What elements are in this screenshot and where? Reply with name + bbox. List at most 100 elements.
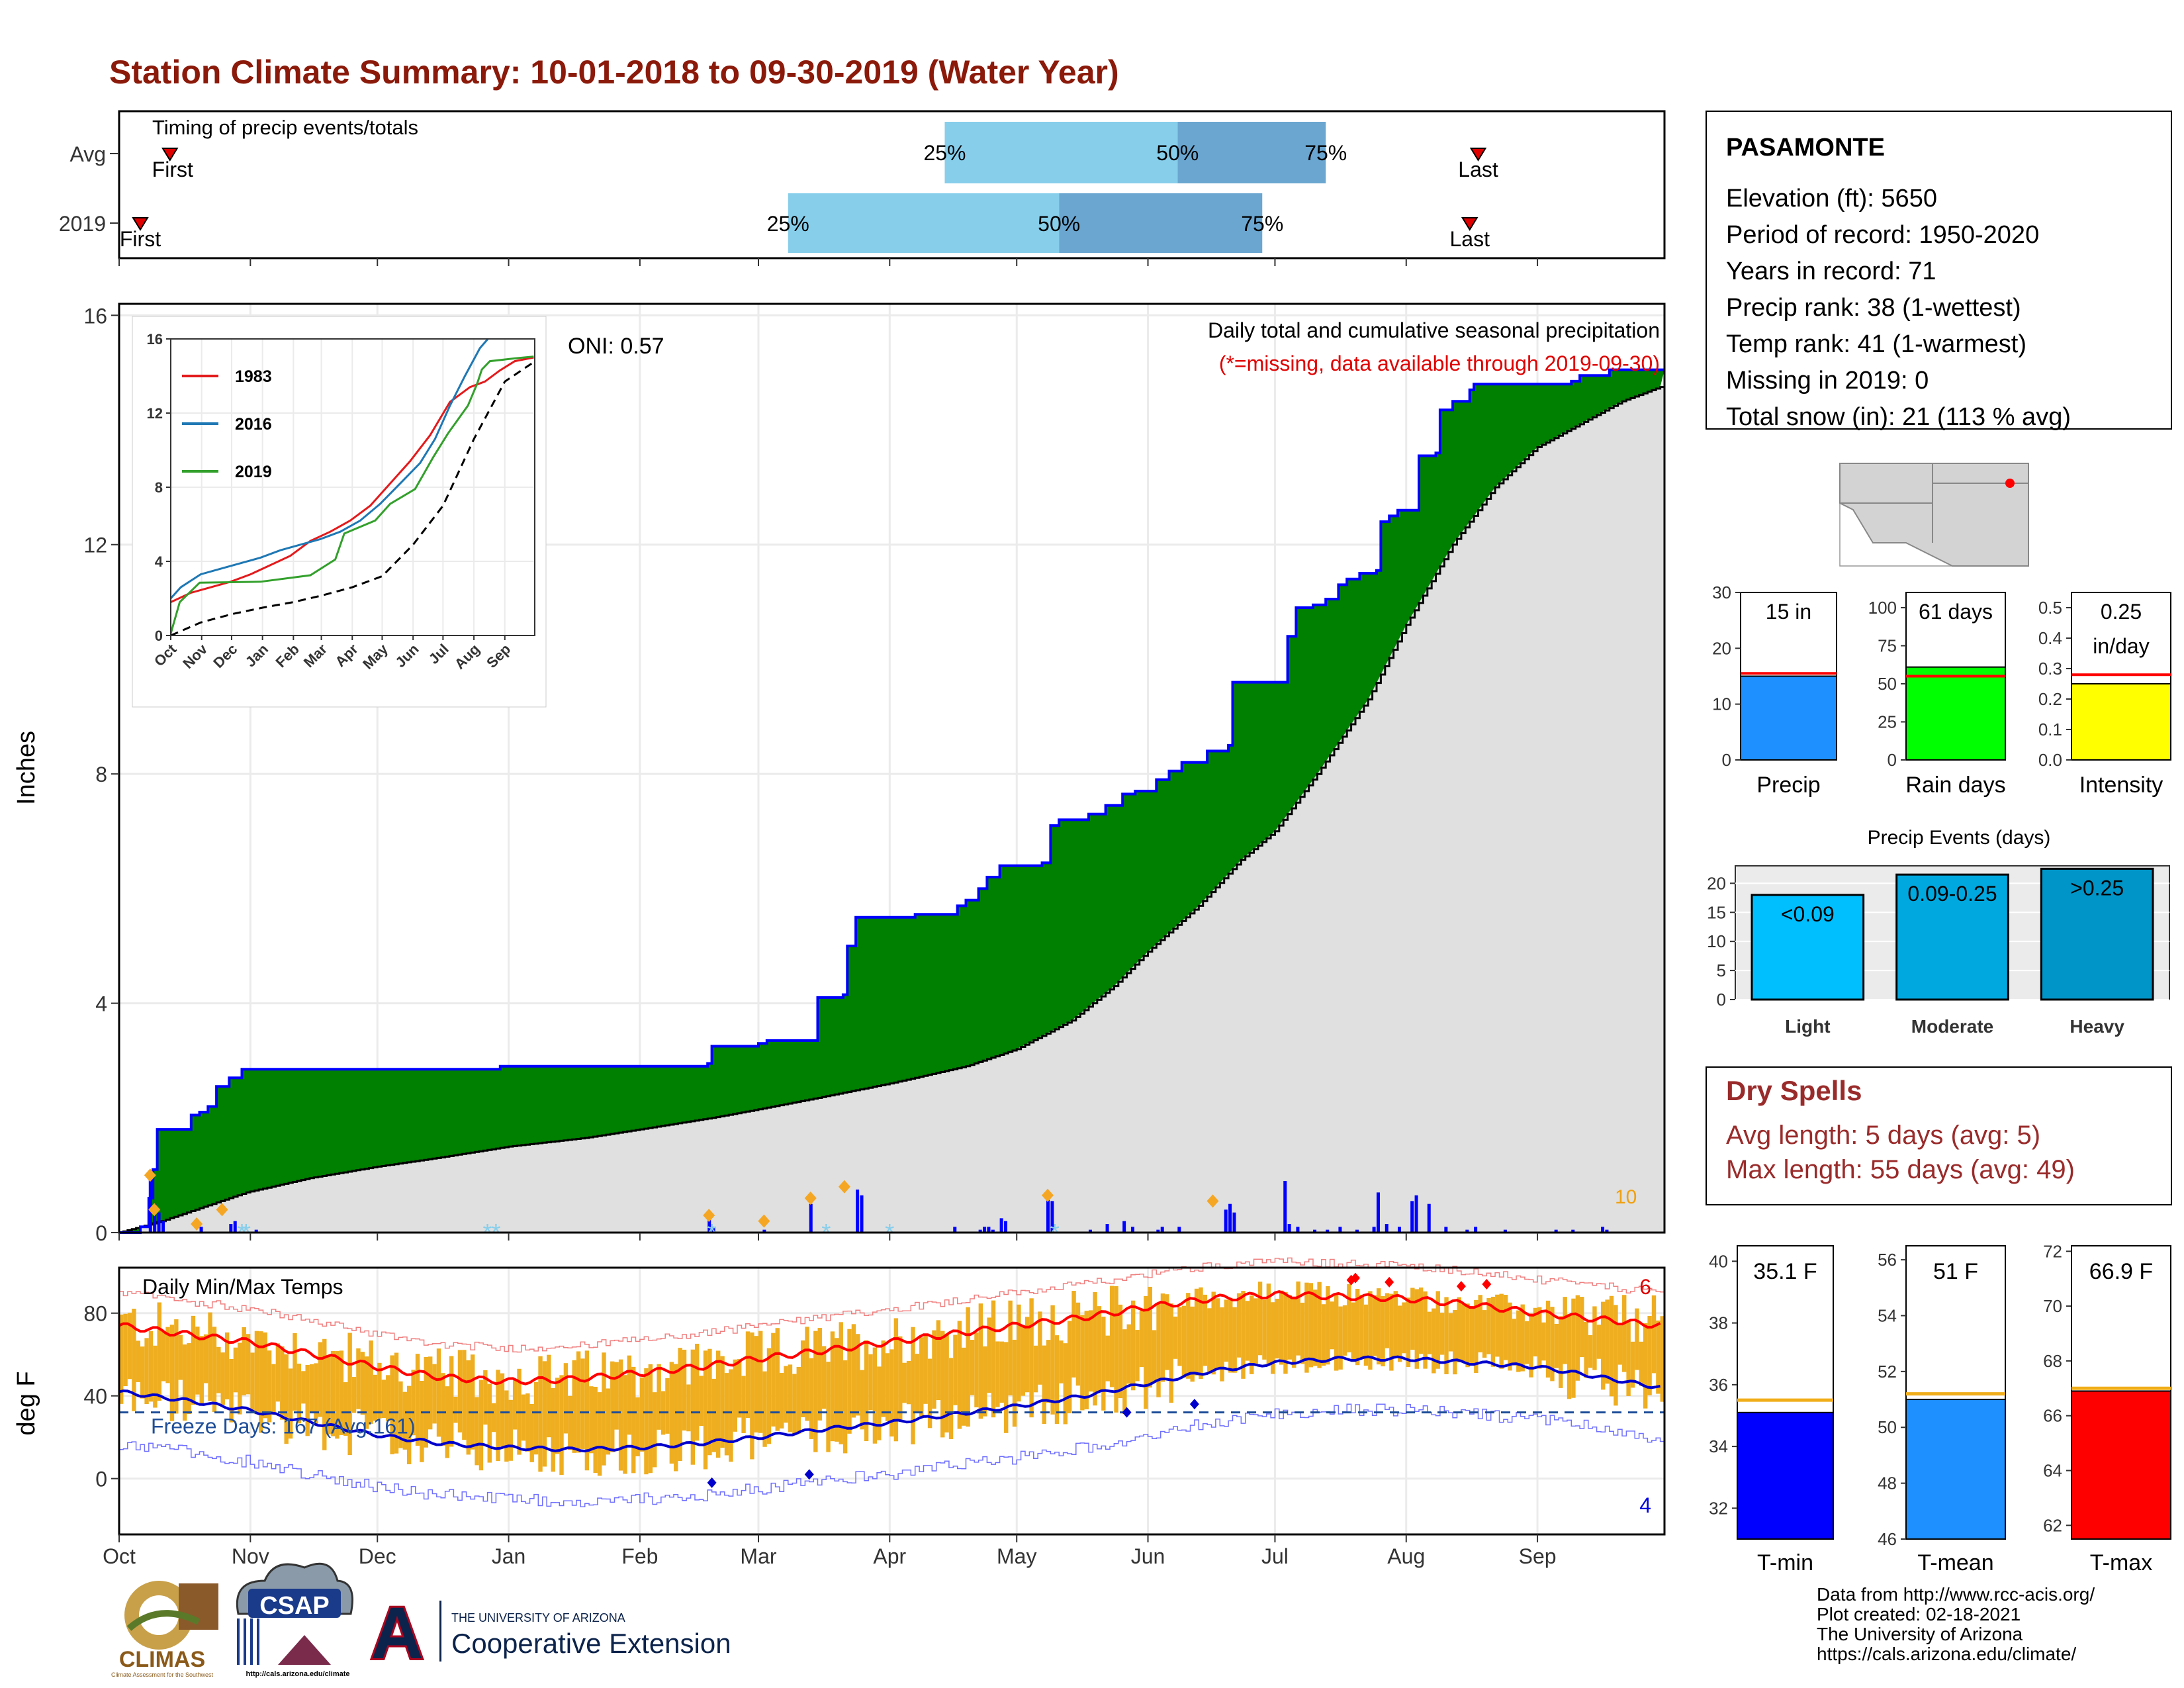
daily-temp-bar — [606, 1388, 611, 1455]
daily-precip-bar — [1050, 1201, 1054, 1233]
daily-precip-bar — [1105, 1224, 1109, 1233]
station-info-line: Total snow (in): 21 (113 % avg) — [1726, 403, 2071, 431]
daily-precip-bar — [1122, 1221, 1126, 1233]
daily-temp-bar — [1220, 1307, 1224, 1382]
daily-temp-bar — [1635, 1308, 1639, 1370]
daily-precip-bar — [1554, 1229, 1558, 1233]
daily-temp-bar — [314, 1363, 318, 1425]
credits: Data from http://www.rcc-acis.org/ Plot … — [1817, 1584, 2095, 1664]
daily-temp-bar — [631, 1366, 636, 1474]
daily-temp-bar — [1067, 1321, 1072, 1414]
precip-y-tick-label: 16 — [83, 304, 107, 328]
rain-event-marker — [758, 1214, 770, 1228]
inset-legend-label: 2019 — [235, 463, 272, 481]
daily-temp-bar — [1084, 1311, 1089, 1409]
daily-temp-bar — [415, 1354, 420, 1446]
daily-temp-bar — [563, 1363, 569, 1434]
temp-frame — [118, 1266, 1666, 1536]
record-low-count: 4 — [1639, 1493, 1651, 1517]
daily-temp-bar — [478, 1380, 484, 1471]
daily-temp-bar — [589, 1386, 594, 1454]
daily-temp-bar — [1347, 1284, 1351, 1352]
daily-temp-bar — [835, 1338, 839, 1442]
daily-precip-bar — [1177, 1227, 1181, 1233]
daily-temp-bar — [360, 1352, 365, 1415]
daily-temp-bar — [944, 1333, 949, 1432]
freeze-days-label: Freeze Days: 167 (Avg:161) — [151, 1415, 416, 1438]
daily-temp-bar — [457, 1350, 463, 1432]
daily-temp-bar — [475, 1397, 479, 1466]
dry-spells-avg: Avg length: 5 days (avg: 5) — [1726, 1121, 2040, 1150]
daily-temp-bar — [1529, 1313, 1533, 1378]
station-info-line: Period of record: 1950-2020 — [1726, 221, 2039, 249]
record-high-line — [119, 1257, 1664, 1353]
season-bar-value-label: 0.25 — [2101, 600, 2142, 624]
daily-temp-bar — [1033, 1345, 1038, 1393]
daily-temp-bar — [453, 1396, 458, 1423]
daily-temp-bar — [788, 1364, 793, 1432]
daily-temp-bar — [1130, 1300, 1136, 1391]
daily-temp-bar — [496, 1370, 500, 1462]
daily-temp-bar — [1257, 1282, 1263, 1356]
daily-temp-bar — [487, 1383, 492, 1463]
daily-temp-bar — [1300, 1302, 1305, 1364]
record-high-marker — [1456, 1281, 1466, 1292]
daily-temp-bar — [1038, 1311, 1042, 1385]
daily-temp-bar — [1101, 1317, 1106, 1411]
daily-temp-bar — [1059, 1340, 1064, 1383]
daily-precip-bar — [1232, 1212, 1236, 1233]
daily-temp-bar — [1054, 1335, 1060, 1425]
temp-bar-y-tick-label: 72 — [2043, 1241, 2062, 1261]
daily-temp-bar — [1326, 1286, 1330, 1365]
temp-bar-y-tick-label: 62 — [2043, 1515, 2062, 1535]
daily-temp-bar — [1385, 1293, 1390, 1348]
daily-temp-bar — [343, 1382, 348, 1436]
daily-temp-bar — [775, 1328, 780, 1431]
daily-temp-bar — [1550, 1307, 1555, 1382]
daily-temp-bar — [161, 1331, 166, 1382]
daily-temp-bar — [716, 1350, 721, 1458]
station-info-line: Precip rank: 38 (1-wettest) — [1726, 294, 2021, 322]
daily-precip-bar — [860, 1195, 864, 1233]
daily-temp-bar — [653, 1392, 657, 1468]
daily-temp-bar — [1444, 1297, 1449, 1374]
daily-temp-bar — [1181, 1305, 1187, 1378]
daily-temp-bar — [373, 1374, 378, 1421]
rain-event-marker — [216, 1203, 228, 1217]
daily-temp-bar — [432, 1364, 437, 1424]
season-bar-y-tick-label: 0.5 — [2038, 598, 2062, 618]
daily-precip-bar — [1283, 1181, 1287, 1233]
daily-temp-bar — [1359, 1294, 1364, 1358]
temp-bar-y-tick-label: 54 — [1878, 1305, 1897, 1325]
daily-temp-bar — [724, 1373, 729, 1456]
daily-temp-bar — [847, 1329, 852, 1434]
daily-temp-bar — [1308, 1283, 1314, 1368]
daily-temp-bar — [1228, 1297, 1233, 1373]
daily-precip-bar — [1004, 1221, 1008, 1233]
daily-temp-bar — [1334, 1293, 1339, 1371]
month-label: Jan — [492, 1544, 526, 1568]
daily-temp-bar — [1126, 1324, 1131, 1384]
daily-temp-bar — [1169, 1303, 1173, 1403]
daily-precip-bar — [1444, 1227, 1448, 1233]
daily-temp-bar — [885, 1353, 890, 1421]
season-bar-y-tick-label: 20 — [1712, 638, 1731, 658]
daily-precip-bar — [157, 1212, 161, 1233]
daily-temp-bar — [1541, 1322, 1546, 1361]
daily-temp-bar — [970, 1340, 975, 1395]
daily-temp-bar — [1232, 1307, 1237, 1373]
daily-temp-bar — [1097, 1306, 1102, 1392]
daily-temp-bar — [136, 1340, 140, 1382]
daily-temp-bar — [1363, 1304, 1369, 1366]
daily-temp-bar — [411, 1370, 416, 1436]
daily-precip-bar — [1474, 1227, 1478, 1233]
daily-temp-bar — [576, 1351, 581, 1453]
inset-y-tick-label: 0 — [155, 628, 163, 644]
daily-temp-bar — [911, 1327, 915, 1444]
daily-temp-bar — [614, 1362, 619, 1430]
ua-name: THE UNIVERSITY OF ARIZONA — [451, 1611, 625, 1624]
daily-temp-bar — [881, 1340, 886, 1417]
daily-precip-bar — [1376, 1192, 1380, 1233]
cooperative-extension: Cooperative Extension — [451, 1628, 731, 1659]
daily-precip-bar — [987, 1227, 991, 1233]
